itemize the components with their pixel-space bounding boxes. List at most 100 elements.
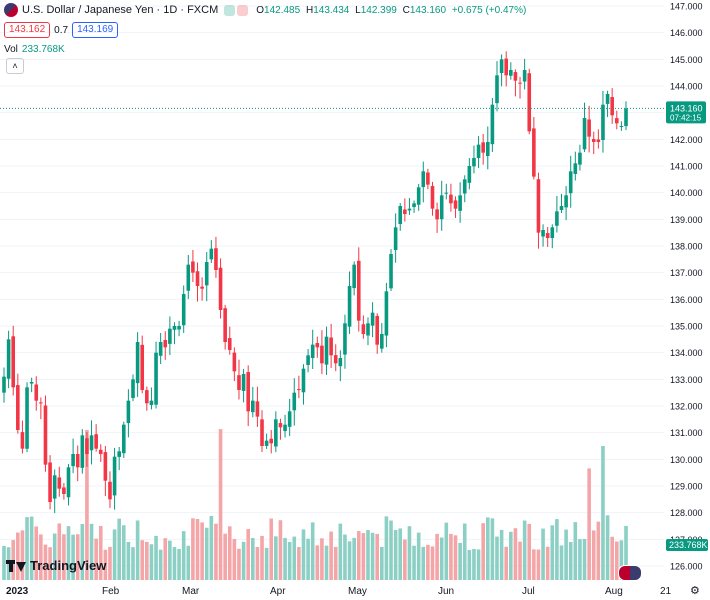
volume-value-tag: 233.768K — [669, 540, 708, 550]
volume-bar — [481, 523, 485, 580]
candle-body — [287, 411, 292, 427]
y-tick-label: 130.000 — [670, 455, 703, 465]
volume-bar — [158, 549, 163, 580]
volume-legend[interactable]: Vol 233.768K — [4, 44, 65, 55]
volume-bar — [168, 540, 172, 580]
candle-body — [172, 326, 177, 330]
candle-body — [476, 144, 481, 159]
candle-body — [426, 172, 430, 185]
volume-bar — [287, 541, 292, 580]
candle-body — [292, 392, 297, 411]
candle-body — [260, 419, 264, 446]
x-tick-label: Aug — [605, 586, 623, 597]
candle-body — [20, 432, 25, 449]
sell-button[interactable]: 143.162 — [4, 22, 51, 38]
volume-bar — [467, 549, 472, 580]
candle-body — [16, 385, 20, 430]
volume-bar — [112, 529, 117, 580]
candle-body — [121, 424, 126, 454]
chart-grid — [0, 5, 664, 567]
candle-body — [301, 368, 306, 393]
x-tick-label: 2023 — [6, 586, 29, 597]
candle-body — [444, 192, 449, 194]
volume-bar — [536, 549, 541, 580]
volume-bar — [352, 537, 356, 580]
volume-bar — [218, 429, 223, 580]
volume-bar — [504, 546, 509, 580]
volume-bar — [568, 541, 573, 580]
volume-bar — [532, 549, 536, 580]
candle-body — [430, 186, 435, 209]
volume-bar — [85, 429, 89, 580]
candle-body — [532, 128, 536, 177]
volume-bar — [140, 540, 145, 580]
volume-bar — [610, 536, 614, 580]
volume-bar — [177, 548, 181, 580]
volume-bar — [614, 541, 619, 580]
candle-body — [98, 449, 103, 454]
candle-body — [596, 139, 601, 142]
candle-body — [518, 82, 522, 84]
candle-body — [94, 434, 98, 449]
candle-body — [370, 312, 375, 326]
candle-body — [361, 324, 366, 334]
volume-bar — [269, 518, 274, 580]
volume-bar — [274, 536, 278, 580]
volume-bar — [191, 518, 195, 580]
candle-body — [605, 94, 610, 104]
volume-bar — [384, 516, 389, 580]
candle-body — [306, 355, 310, 365]
candle-body — [2, 376, 6, 393]
volume-bar — [564, 529, 568, 580]
candle-body — [591, 138, 596, 142]
candle-body — [43, 405, 48, 465]
currency-flag-icon[interactable] — [618, 565, 642, 581]
market-status[interactable] — [224, 4, 249, 16]
settings-gear-icon[interactable]: ⚙ — [690, 585, 700, 597]
volume-bar — [121, 525, 126, 580]
candle-body — [66, 467, 71, 498]
volume-bar — [587, 468, 591, 580]
volume-bar — [499, 529, 504, 580]
volume-bar — [264, 547, 269, 580]
volume-bar — [449, 533, 453, 580]
volume-bar — [75, 534, 80, 580]
candle-body — [568, 171, 573, 194]
volume-bar — [306, 538, 310, 580]
volume-bar — [292, 536, 297, 580]
candle-body — [545, 233, 550, 238]
candle-body — [416, 187, 421, 205]
volume-bar — [596, 521, 601, 580]
chevron-up-icon[interactable]: ˄ — [6, 58, 24, 74]
candle-body — [246, 372, 250, 412]
x-tick-label: Mar — [182, 586, 200, 597]
volume-bar — [366, 530, 370, 580]
last-price-box — [666, 101, 706, 124]
x-tick-label: Jun — [438, 586, 454, 597]
volume-bar — [98, 525, 103, 580]
volume-bar — [462, 523, 467, 580]
volume-bar — [66, 526, 71, 580]
chart-header: U.S. Dollar / Japanese Yen · 1D · FXCM O… — [0, 0, 529, 20]
candle-body — [315, 343, 320, 348]
volume-bar — [619, 540, 624, 580]
symbol-title[interactable]: U.S. Dollar / Japanese Yen · 1D · FXCM — [22, 4, 219, 16]
volume-value: 233.768K — [21, 44, 65, 55]
volume-bar — [131, 547, 135, 580]
candle-body — [614, 118, 619, 124]
y-tick-label: 133.000 — [670, 375, 703, 385]
candle-body — [191, 261, 195, 273]
y-tick-label: 147.000 — [670, 2, 703, 12]
candle-body — [168, 328, 172, 344]
candle-body — [610, 97, 614, 116]
tradingview-logo[interactable]: TradingView — [6, 558, 106, 573]
candle-body — [458, 195, 462, 211]
candle-body — [324, 336, 329, 365]
volume-bar — [555, 519, 559, 580]
candle-body — [75, 454, 80, 468]
market-open-icon — [224, 4, 236, 16]
volume-bar — [186, 545, 191, 580]
volume-bar — [361, 533, 366, 580]
buy-button[interactable]: 143.169 — [72, 22, 119, 38]
